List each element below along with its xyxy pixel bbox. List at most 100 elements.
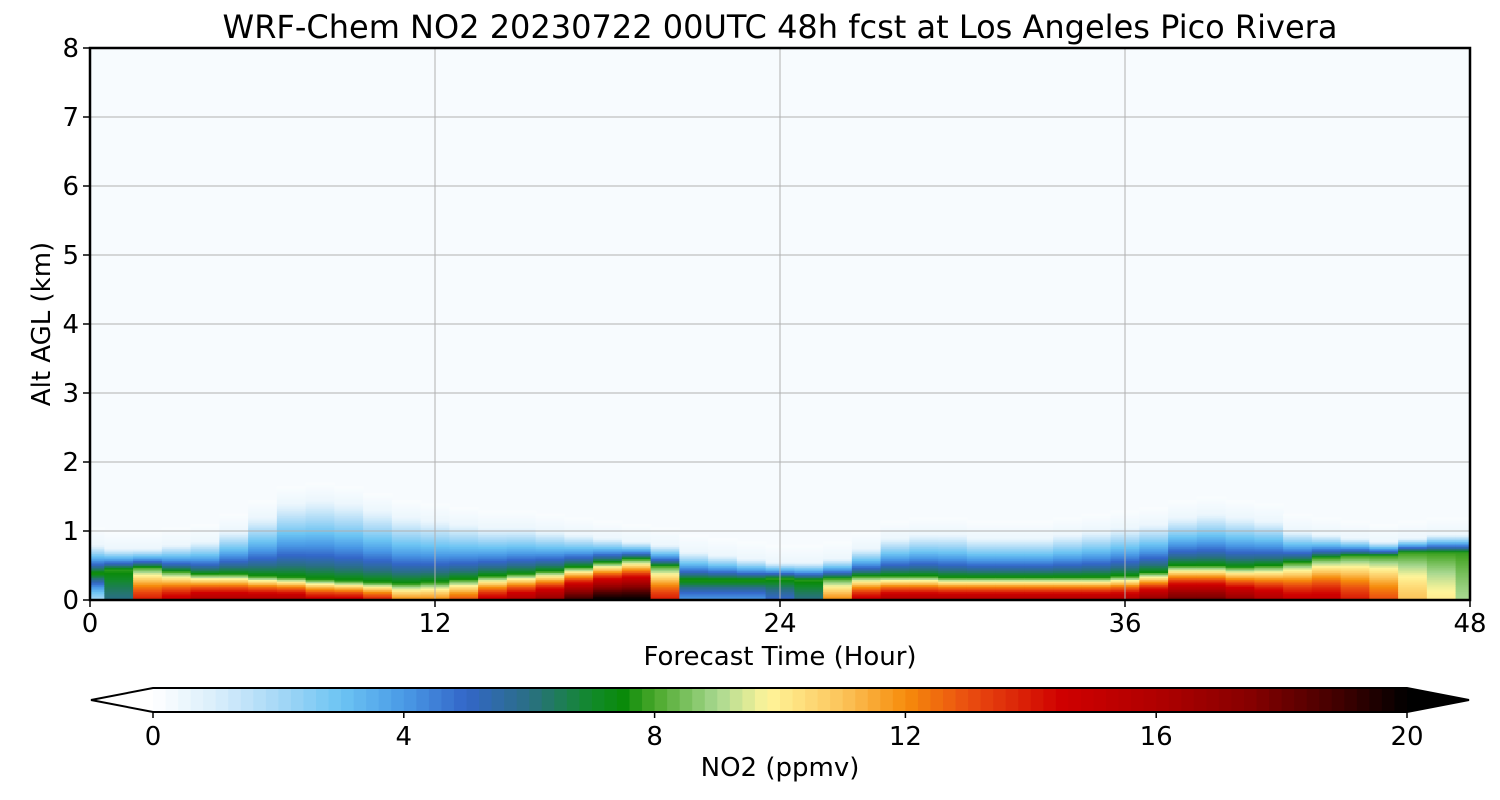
colorbar-segment [892, 688, 906, 712]
field-cell [506, 539, 537, 542]
field-cell [276, 551, 307, 555]
field-cell [1426, 522, 1457, 525]
field-cell [679, 586, 709, 589]
field-cell [1196, 579, 1227, 582]
field-cell [708, 579, 738, 582]
field-cell [909, 570, 939, 573]
field-cell [1283, 548, 1313, 551]
field-cell [276, 560, 307, 563]
field-cell [305, 489, 335, 492]
field-cell [391, 536, 422, 539]
field-cell [1081, 527, 1112, 530]
field-cell [880, 536, 910, 539]
field-cell [909, 581, 939, 584]
field-cell [219, 596, 249, 599]
field-cell [1168, 517, 1198, 520]
field-cell [1369, 537, 1399, 541]
field-cell [363, 577, 393, 580]
field-cell [880, 537, 910, 541]
field-cell [621, 574, 652, 577]
field-cell [593, 558, 623, 561]
field-cell [363, 493, 393, 496]
field-cell [1426, 551, 1457, 555]
field-cell [248, 555, 278, 558]
field-cell [104, 537, 134, 541]
field-cell [478, 546, 508, 549]
field-cell [248, 546, 278, 549]
field-cell [305, 570, 335, 573]
field-cell [1311, 537, 1342, 541]
field-cell [909, 565, 939, 568]
field-cell [1168, 589, 1198, 592]
field-cell [1283, 562, 1313, 565]
field-cell [966, 549, 997, 553]
field-cell [1168, 515, 1198, 518]
field-cell [478, 586, 508, 589]
colorbar-segment [554, 688, 568, 712]
field-cell [276, 591, 307, 594]
colorbar-extend-max [1407, 688, 1469, 712]
field-cell [564, 543, 594, 546]
field-cell [1311, 581, 1342, 584]
field-cell [90, 549, 105, 553]
field-cell [478, 587, 508, 591]
field-cell [1311, 567, 1342, 570]
field-cell [708, 568, 738, 572]
field-cell [334, 556, 364, 560]
field-cell [248, 515, 278, 518]
field-cell [593, 549, 623, 553]
field-cell [449, 560, 479, 563]
field-cell [248, 518, 278, 522]
field-cell [1311, 525, 1342, 529]
field-cell [391, 558, 422, 561]
field-cell [104, 581, 134, 584]
field-cell [535, 551, 565, 555]
field-cell [1254, 586, 1284, 589]
field-cell [1225, 553, 1255, 556]
field-cell [478, 532, 508, 536]
field-cell [909, 527, 939, 530]
field-cell [104, 549, 134, 553]
field-cell [593, 522, 623, 525]
field-cell [938, 555, 968, 558]
field-cell [219, 553, 249, 556]
field-cell [1024, 581, 1054, 584]
field-cell [133, 555, 163, 558]
field-cell [1398, 541, 1428, 544]
field-cell [1139, 553, 1169, 556]
field-cell [1139, 586, 1169, 589]
field-cell [334, 506, 364, 510]
colorbar-segment [629, 688, 643, 712]
field-cell [1340, 553, 1370, 556]
field-cell [938, 577, 968, 580]
field-cell [1053, 581, 1083, 584]
field-cell [363, 563, 393, 567]
field-cell [334, 546, 364, 549]
field-cell [248, 574, 278, 577]
field-cell [248, 499, 278, 503]
field-cell [851, 584, 882, 587]
field-cell [966, 570, 997, 573]
field-cell [679, 549, 709, 553]
field-cell [736, 553, 767, 556]
field-cell [219, 556, 249, 560]
field-cell [593, 584, 623, 587]
field-cell [276, 506, 307, 510]
field-cell [449, 515, 479, 518]
field-cell [334, 565, 364, 568]
field-cell [1225, 567, 1255, 570]
field-cell [1398, 560, 1428, 563]
field-cell [909, 579, 939, 582]
field-cell [679, 541, 709, 544]
field-cell [564, 577, 594, 580]
field-cell [535, 558, 565, 561]
field-cell [1139, 508, 1169, 511]
colorbar-extend-min [91, 688, 153, 712]
field-cell [621, 581, 652, 584]
field-cell [1139, 518, 1169, 522]
field-cell [1283, 586, 1313, 589]
field-cell [1369, 543, 1399, 546]
field-cell [851, 531, 882, 534]
field-cell [679, 560, 709, 563]
field-cell [248, 551, 278, 555]
